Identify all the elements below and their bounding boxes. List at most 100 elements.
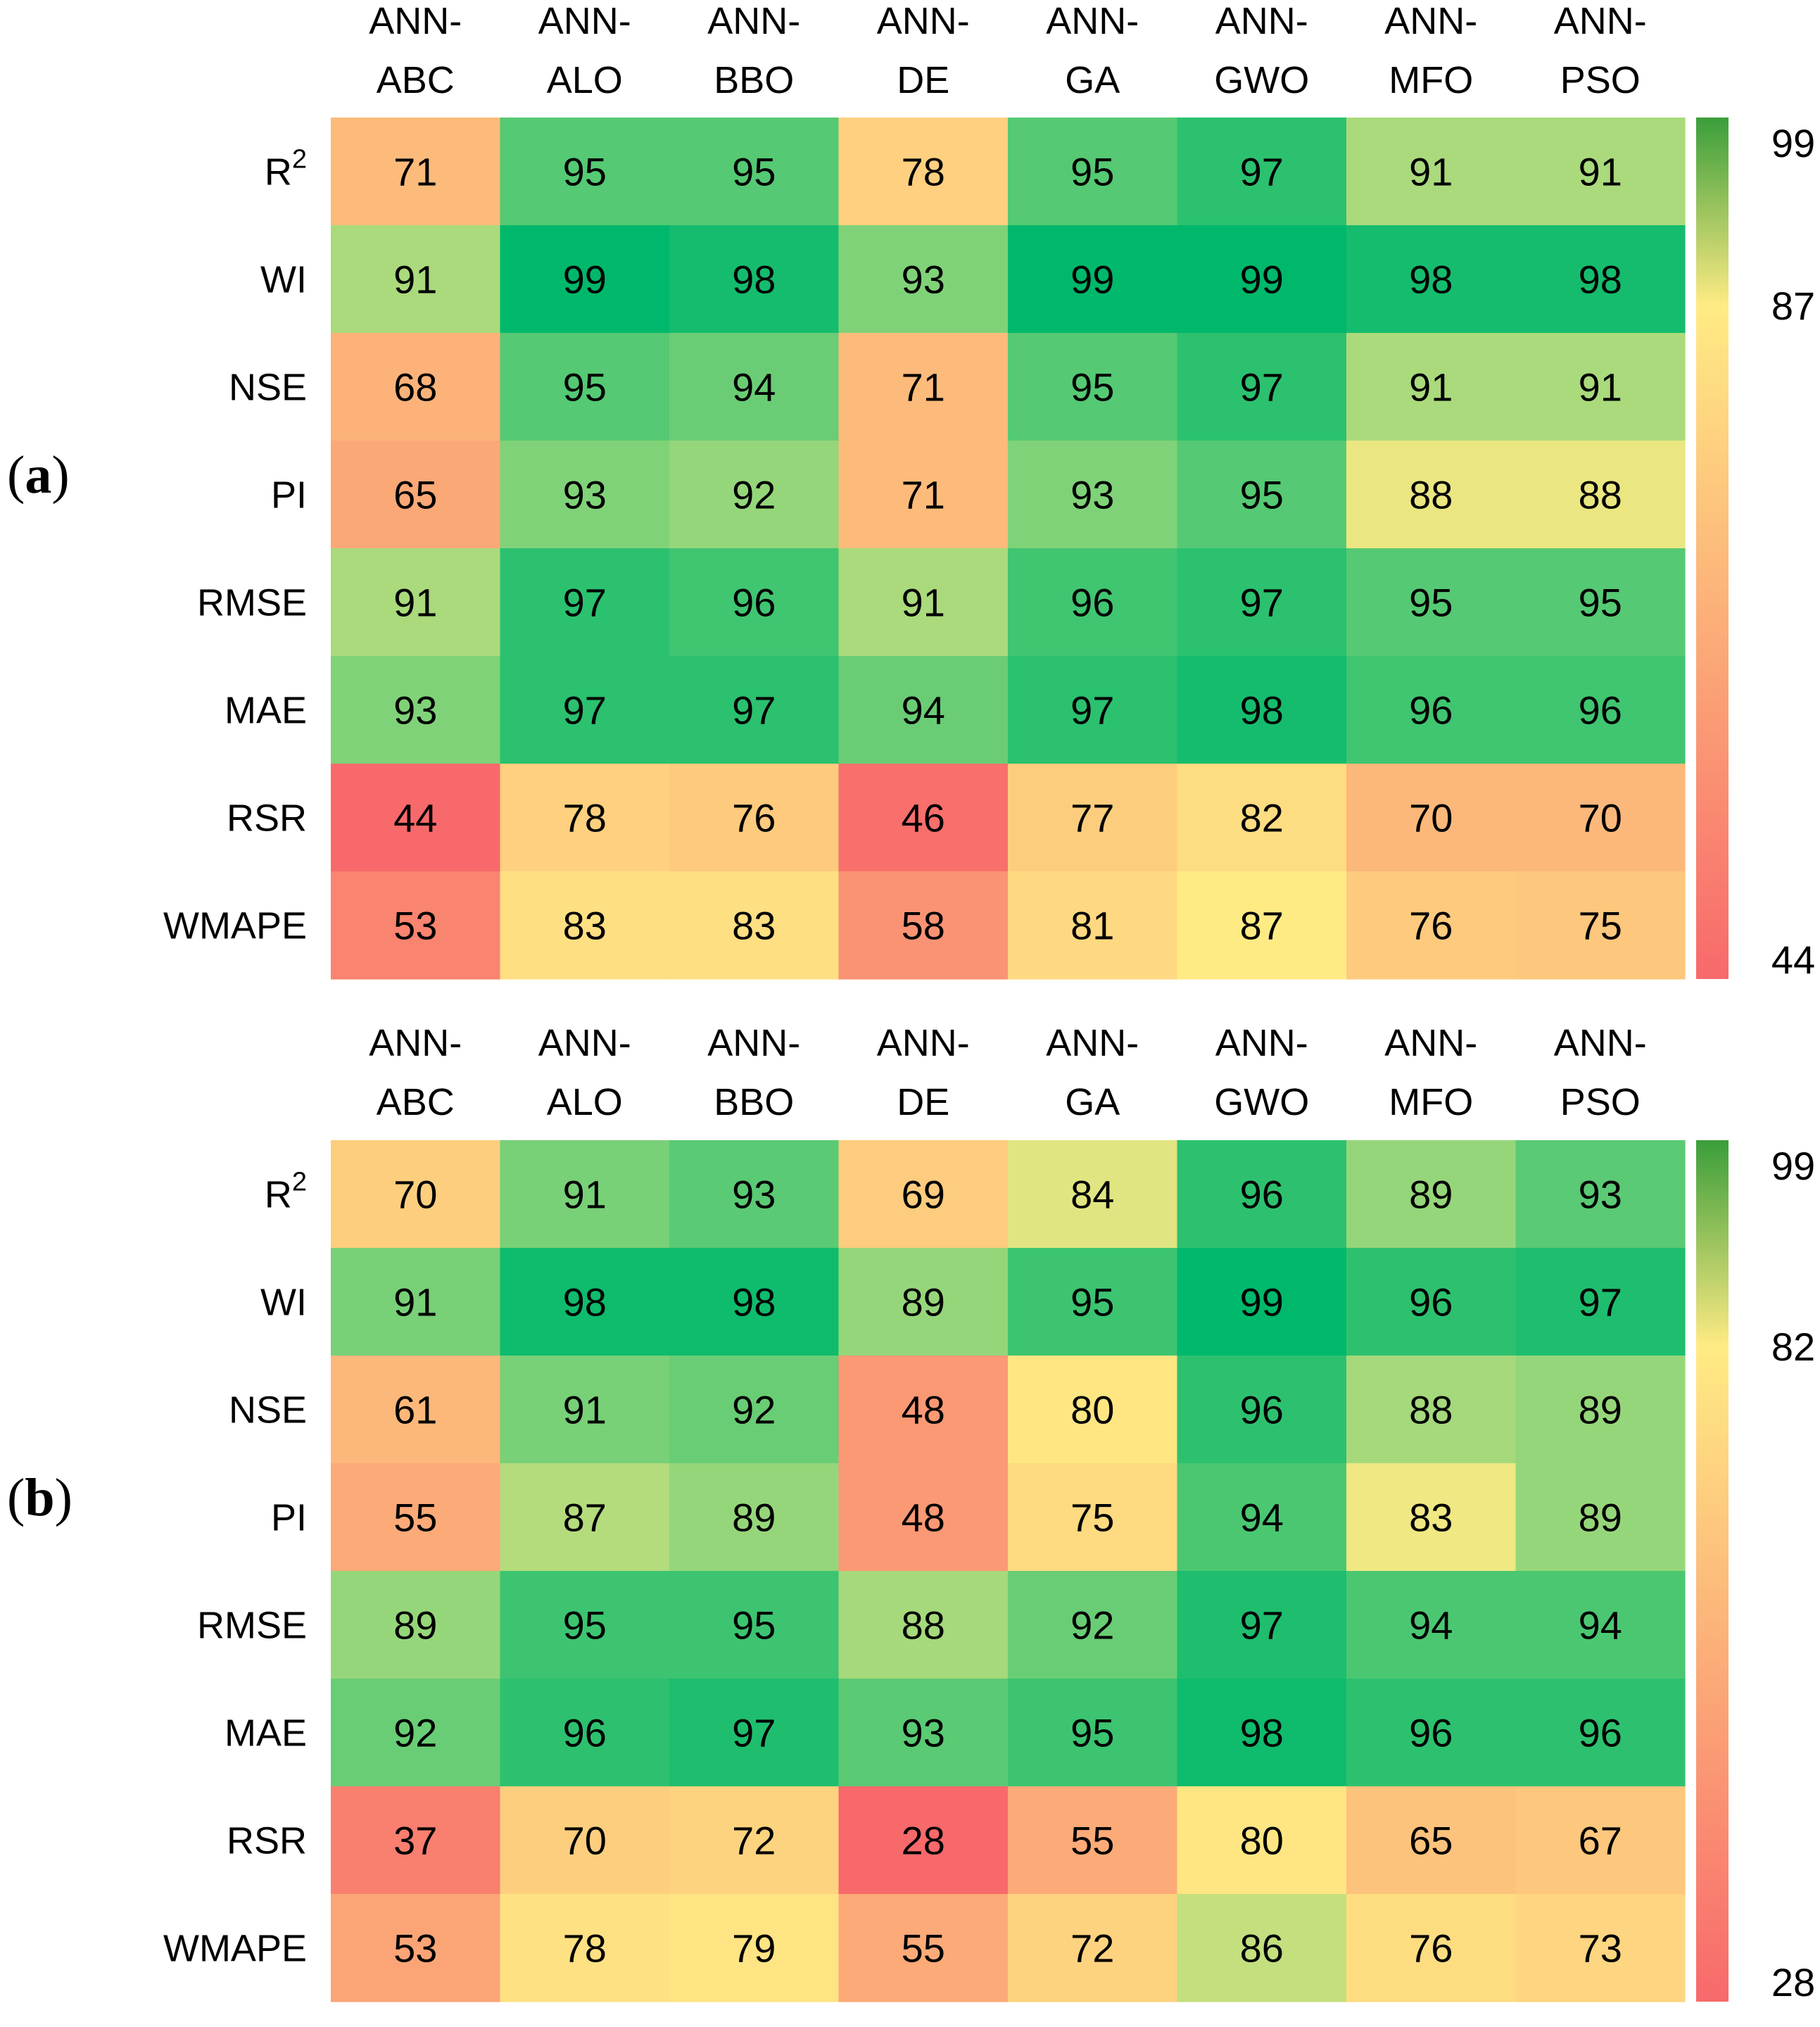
column-header-line1: ANN-: [369, 0, 462, 42]
column-header-line2: PSO: [1560, 1081, 1641, 1123]
cell-value: 92: [393, 1711, 437, 1755]
heatmap-cell: [838, 1571, 1009, 1679]
row-label: NSE: [229, 367, 307, 409]
cell-value: 97: [1579, 1280, 1622, 1325]
heatmap-cell: [669, 548, 840, 657]
cell-value: 55: [393, 1496, 437, 1540]
cell-value: 95: [732, 1603, 776, 1648]
heatmap-cell: [1515, 548, 1686, 657]
cell-value: 91: [1409, 150, 1453, 194]
cell-value: 95: [732, 150, 776, 194]
cell-value: 94: [1409, 1603, 1453, 1648]
cell-value: 95: [1070, 365, 1114, 410]
row-label: WI: [260, 259, 307, 301]
cell-value: 76: [1409, 904, 1453, 948]
panel-label: (a): [7, 446, 70, 505]
cell-value: 53: [393, 904, 437, 948]
row-label: MAE: [225, 1712, 307, 1755]
heatmap-cell: [1008, 1679, 1178, 1787]
heatmap-cell: [669, 764, 840, 872]
heatmap-cell: [331, 1786, 501, 1895]
heatmap-cell: [1008, 1140, 1178, 1249]
cell-value: 88: [902, 1603, 945, 1648]
heatmap-cell: [500, 225, 670, 334]
cell-value: 91: [1579, 365, 1622, 410]
heatmap-cell: [500, 333, 670, 441]
colorbar-tick-label: 44: [1771, 937, 1815, 982]
heatmap-cell: [1008, 1356, 1178, 1464]
heatmap-cell: [1346, 1248, 1517, 1356]
heatmap-cell: [500, 441, 670, 549]
heatmap-cell: [1515, 1571, 1686, 1679]
heatmap-cell: [1346, 656, 1517, 764]
cell-value: 82: [1240, 796, 1284, 840]
heatmap-cell: [1346, 1679, 1517, 1787]
colorbar-tick-label: 99: [1771, 121, 1815, 165]
column-header-line2: ALO: [547, 1081, 623, 1123]
cell-value: 44: [393, 796, 437, 840]
cell-value: 95: [1579, 581, 1622, 625]
cell-value: 95: [1240, 473, 1284, 517]
heatmap-cell: [1515, 441, 1686, 549]
cell-value: 72: [1070, 1926, 1114, 1971]
cell-value: 70: [563, 1819, 607, 1863]
heatmap-cell: [331, 118, 501, 226]
heatmap-cell: [331, 333, 501, 441]
cell-value: 89: [902, 1280, 945, 1325]
column-header-line2: ALO: [547, 59, 623, 101]
heatmap-cell: [1346, 1463, 1517, 1572]
heatmap-cell: [1346, 225, 1517, 334]
heatmap-cell: [1346, 1140, 1517, 1249]
row-label: PI: [271, 1497, 307, 1539]
heatmap-cell: [1177, 333, 1347, 441]
cell-value: 94: [732, 365, 776, 410]
column-header-line1: ANN-: [1215, 0, 1308, 42]
cell-value: 69: [902, 1173, 945, 1217]
cell-value: 68: [393, 365, 437, 410]
heatmap-cell: [1515, 656, 1686, 764]
cell-value: 97: [1240, 365, 1284, 410]
cell-value: 89: [732, 1496, 776, 1540]
cell-value: 87: [1240, 904, 1284, 948]
heatmap-cell: [1177, 225, 1347, 334]
heatmap-cell: [1177, 1140, 1347, 1249]
cell-value: 71: [902, 473, 945, 517]
cell-value: 95: [1070, 150, 1114, 194]
cell-value: 91: [393, 581, 437, 625]
cell-value: 86: [1240, 1926, 1284, 1971]
column-header-line2: GWO: [1214, 59, 1309, 101]
heatmap-cell: [331, 1356, 501, 1464]
cell-value: 93: [563, 473, 607, 517]
heatmap-cell: [669, 1571, 840, 1679]
cell-value: 94: [1579, 1603, 1622, 1648]
heatmap-cell: [669, 333, 840, 441]
heatmap-cell: [1008, 225, 1178, 334]
heatmap-cell: [500, 548, 670, 657]
column-header-line1: ANN-: [707, 1022, 800, 1064]
column-header-line2: DE: [897, 59, 949, 101]
cell-value: 98: [1409, 258, 1453, 302]
cell-value: 70: [1579, 796, 1622, 840]
column-header-line2: GWO: [1214, 1081, 1309, 1123]
cell-value: 48: [902, 1388, 945, 1432]
row-label: RMSE: [197, 1605, 307, 1647]
heatmap-cell: [331, 441, 501, 549]
column-header-line1: ANN-: [538, 1022, 631, 1064]
cell-value: 97: [1070, 688, 1114, 733]
row-label: NSE: [229, 1389, 307, 1432]
cell-value: 93: [1070, 473, 1114, 517]
column-header-line2: GA: [1065, 1081, 1120, 1123]
heatmap-cell: [669, 441, 840, 549]
cell-value: 88: [1409, 473, 1453, 517]
column-header-line1: ANN-: [1384, 0, 1477, 42]
heatmap-cell: [331, 1463, 501, 1572]
row-label: MAE: [225, 690, 307, 732]
cell-value: 89: [1409, 1173, 1453, 1217]
cell-value: 96: [1409, 688, 1453, 733]
heatmap-cell: [1515, 1679, 1686, 1787]
heatmap-cell: [838, 1356, 1009, 1464]
colorbar-tick-label: 82: [1771, 1325, 1815, 1369]
cell-value: 48: [902, 1496, 945, 1540]
cell-value: 96: [1579, 688, 1622, 733]
